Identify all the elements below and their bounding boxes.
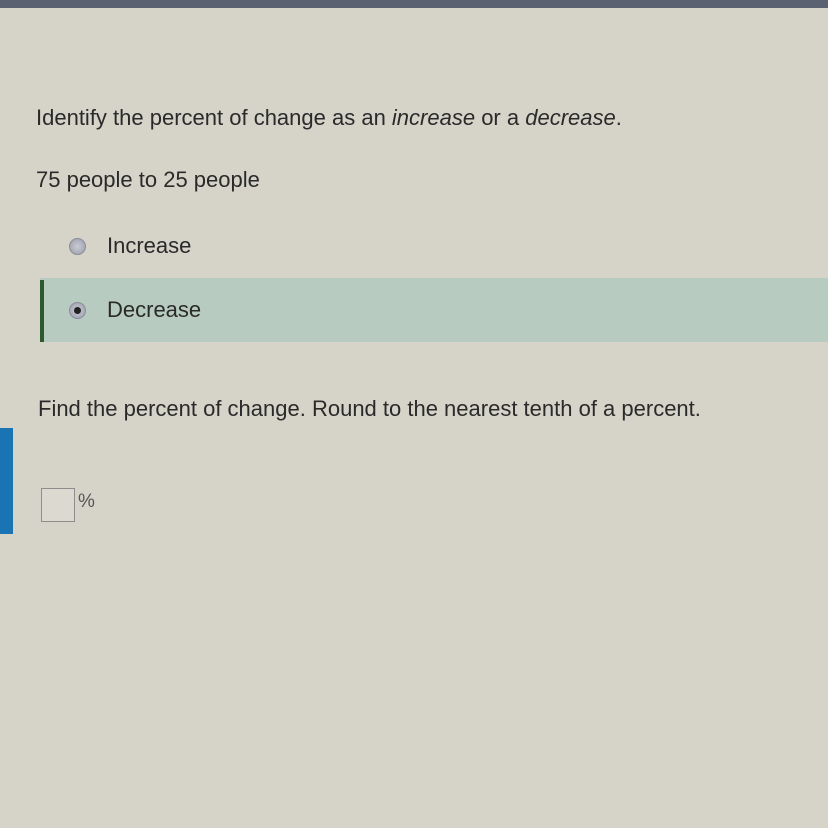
prompt-increase: increase <box>391 105 476 130</box>
option-decrease[interactable]: Decrease <box>40 278 828 342</box>
option-increase[interactable]: Increase <box>40 214 828 278</box>
radio-selected-icon[interactable] <box>69 301 86 319</box>
prompt-text: Identify the percent of change as an <box>36 105 392 130</box>
prompt-text: or a <box>475 105 526 130</box>
top-bar <box>0 0 828 8</box>
active-question-marker <box>0 428 13 534</box>
radio-unselected-icon[interactable] <box>69 237 86 255</box>
option-label: Increase <box>107 233 192 258</box>
question-2: Find the percent of change. Round to the… <box>38 396 701 421</box>
question-prompt: Identify the percent of change as an inc… <box>36 105 622 131</box>
problem-statement: 75 people to 25 people <box>36 167 260 192</box>
option-label: Decrease <box>107 297 202 322</box>
prompt-decrease: decrease <box>525 105 616 130</box>
answer-input[interactable] <box>41 488 75 522</box>
selection-indicator <box>40 280 44 342</box>
percent-unit: % <box>78 491 95 512</box>
prompt-text: . <box>615 105 622 130</box>
